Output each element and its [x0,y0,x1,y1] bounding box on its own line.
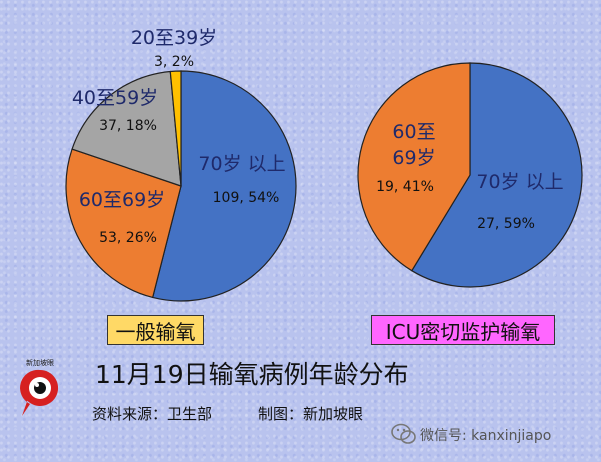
pie-chart-icu-oxygen: 70岁 以上 27, 59% 60至 69岁 19, 41% [357,62,583,288]
chart-title: 11月19日输氧病例年龄分布 [95,360,409,389]
slice-value-label: 53, 26% [99,230,157,246]
slice-category-label: 70岁 以上 [198,153,285,175]
slice-value-label: 3, 2% [154,54,194,70]
slice-value-label: 109, 54% [213,190,280,206]
pie-slice [410,62,583,288]
slice-category-label: 20至39岁 [131,27,217,49]
pie-slice [151,70,297,302]
slice-value-label: 37, 18% [99,118,157,134]
pie-chart-general-oxygen: 70岁 以上 109, 54% 60至69岁 53, 26% 40至59岁 37, 18%… [65,27,297,302]
pie-slice [71,70,182,187]
slice-category-label: 70岁 以上 [476,171,563,193]
caption-icu-oxygen: ICU密切监护输氧 [371,315,555,345]
wechat-icon [391,423,416,444]
data-source: 资料来源：卫生部 [92,405,213,423]
slice-category-label: 60至 [392,121,435,143]
caption-general-oxygen: 一般输氧 [107,315,204,345]
slice-category-label-line2: 69岁 [392,147,435,169]
pie-slice [357,62,471,272]
xinjiapo-eye-logo [20,369,59,416]
slice-value-label: 19, 41% [376,179,434,195]
wechat-watermark: 微信号: kanxinjiapo [420,428,552,444]
logo-text: 新加坡眼 [26,359,54,367]
slice-category-label: 40至59岁 [72,87,158,109]
chart-credit: 制图：新加坡眼 [258,405,364,423]
slice-category-label: 60至69岁 [79,189,165,211]
pie-slice [169,70,182,187]
pie-slice [65,148,182,299]
slice-value-label: 27, 59% [477,216,535,232]
